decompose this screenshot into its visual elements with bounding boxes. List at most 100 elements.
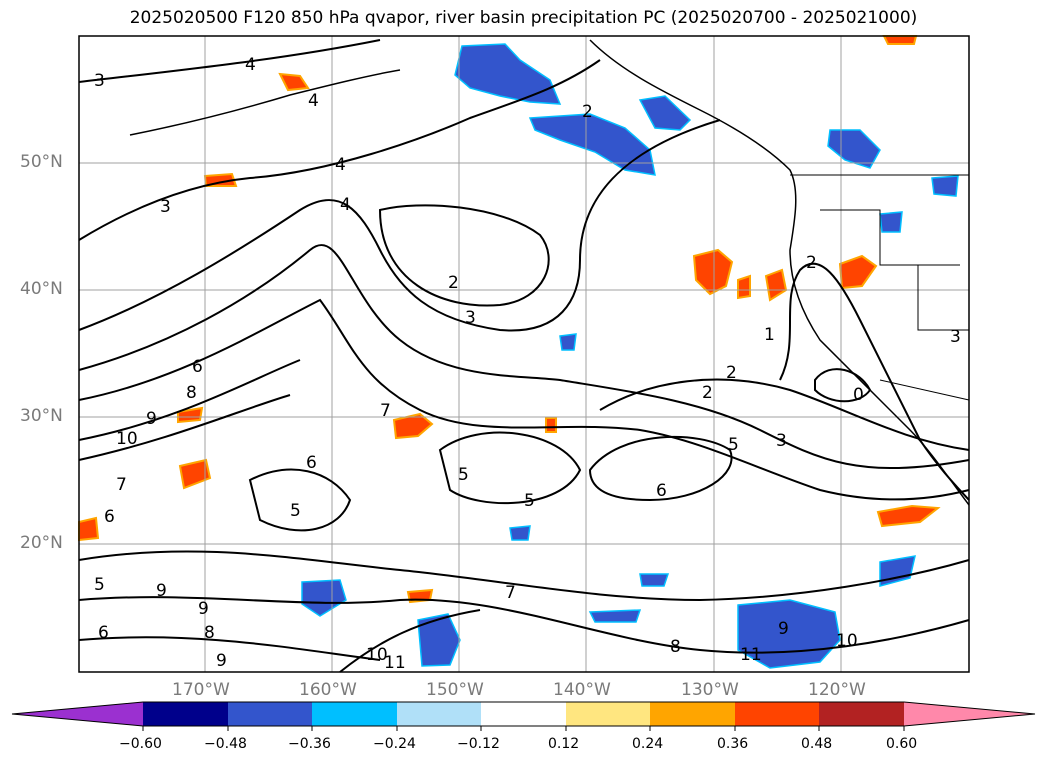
contour-label: 5 bbox=[458, 465, 469, 485]
contour-label: 2 bbox=[726, 363, 737, 383]
colorbar-segment bbox=[397, 702, 481, 726]
pos-region-central-1 bbox=[392, 412, 434, 440]
colorbar-tick-label: −0.24 bbox=[373, 736, 416, 752]
contour-label: 3 bbox=[160, 197, 171, 217]
contour-2-high bbox=[378, 204, 550, 307]
contour-label: 3 bbox=[465, 308, 476, 328]
contour-label: 10 bbox=[836, 631, 858, 651]
contour-9-south bbox=[78, 636, 381, 661]
qvapor-contours bbox=[78, 39, 970, 673]
contour-9 bbox=[78, 359, 301, 441]
contour-label: 10 bbox=[366, 645, 388, 665]
pos-region-bering bbox=[278, 72, 310, 92]
state-borders bbox=[820, 209, 960, 266]
map-title: 2025020500 F120 850 hPa qvapor, river ba… bbox=[129, 8, 918, 28]
contour-2-mid bbox=[78, 244, 970, 470]
lon-label-170w: 170°W bbox=[172, 680, 230, 700]
state-borders-2 bbox=[917, 265, 969, 331]
contour-label: 5 bbox=[524, 491, 535, 511]
contour-label: 8 bbox=[186, 383, 197, 403]
neg-region-hawaii-south bbox=[417, 613, 461, 667]
pos-region-west-1 bbox=[178, 458, 212, 490]
contour-label: 2 bbox=[806, 253, 817, 273]
neg-region-small-4 bbox=[879, 211, 903, 233]
lat-label-50n: 50°N bbox=[20, 152, 63, 172]
graticule bbox=[79, 36, 969, 672]
contour-10-south bbox=[339, 609, 481, 673]
lon-label-140w: 140°W bbox=[553, 680, 611, 700]
contour-3-east bbox=[599, 378, 970, 451]
pos-region-mexico bbox=[876, 504, 941, 528]
positive-anomaly-regions bbox=[78, 35, 941, 604]
contour-label: 9 bbox=[216, 651, 227, 671]
contour-label: 7 bbox=[505, 583, 516, 603]
contour-6-east bbox=[588, 435, 733, 502]
map-background bbox=[79, 36, 969, 672]
colorbar-extend-low bbox=[12, 702, 143, 726]
lon-label-130w: 130°W bbox=[681, 680, 739, 700]
contour-5-center bbox=[438, 431, 582, 505]
colorbar-segment bbox=[143, 702, 228, 726]
pos-region-dateline bbox=[78, 516, 100, 542]
colorbar-tick-label: 0.60 bbox=[886, 736, 918, 752]
colorbar-tick-label: 0.24 bbox=[632, 736, 664, 752]
lon-label-120w: 120°W bbox=[808, 680, 866, 700]
contour-label: 9 bbox=[156, 581, 167, 601]
colorbar-segment bbox=[819, 702, 904, 726]
contour-label: 10 bbox=[116, 429, 138, 449]
contour-label: 6 bbox=[192, 357, 203, 377]
contour-label: 6 bbox=[104, 507, 115, 527]
coastlines bbox=[129, 39, 970, 506]
contour-label: 11 bbox=[740, 645, 762, 665]
contour-label: 7 bbox=[380, 401, 391, 421]
contour-7-south bbox=[78, 550, 970, 602]
colorbar-tick-label: −0.60 bbox=[119, 736, 162, 752]
aleutian-islands bbox=[129, 69, 401, 136]
lat-label-30n: 30°N bbox=[20, 406, 63, 426]
us-mexico-border bbox=[879, 379, 970, 401]
neg-region-small-2 bbox=[639, 573, 670, 587]
contour-label: 6 bbox=[656, 481, 667, 501]
contour-label: 8 bbox=[204, 623, 215, 643]
contour-label: 4 bbox=[245, 55, 256, 75]
pos-region-small-c bbox=[545, 417, 557, 433]
colorbar-tick-label: −0.48 bbox=[204, 736, 247, 752]
neg-region-small-1 bbox=[588, 609, 642, 623]
contour-label: 3 bbox=[94, 71, 105, 91]
neg-region-bc-offshore bbox=[528, 113, 656, 176]
contour-label: 5 bbox=[94, 575, 105, 595]
contour-label: 2 bbox=[582, 102, 593, 122]
pos-region-canada-top bbox=[882, 35, 918, 45]
pos-region-sierra bbox=[838, 254, 878, 290]
contour-5-mid bbox=[78, 298, 970, 501]
contour-label: 6 bbox=[98, 623, 109, 643]
colorbar-segment bbox=[312, 702, 397, 726]
contour-label: 11 bbox=[384, 653, 406, 673]
neg-region-small-3 bbox=[931, 175, 959, 197]
contour-label: 5 bbox=[728, 435, 739, 455]
contour-label: 8 bbox=[670, 637, 681, 657]
colorbar-tick-label: 0.12 bbox=[548, 736, 580, 752]
lon-label-160w: 160°W bbox=[299, 680, 357, 700]
lon-label-150w: 150°W bbox=[426, 680, 484, 700]
lat-label-40n: 40°N bbox=[20, 279, 63, 299]
contour-label: 3 bbox=[776, 431, 787, 451]
contour-label: 0 bbox=[853, 385, 864, 405]
contour-3-north bbox=[78, 39, 381, 83]
contour-label: 1 bbox=[764, 325, 775, 345]
colorbar-tick-label: 0.48 bbox=[801, 736, 833, 752]
contour-label: 3 bbox=[950, 327, 961, 347]
colorbar-extend-high bbox=[904, 702, 1035, 726]
contour-10 bbox=[78, 394, 291, 461]
lat-label-20n: 20°N bbox=[20, 533, 63, 553]
colorbar-tick-label: −0.12 bbox=[457, 736, 500, 752]
contour-label: 9 bbox=[198, 599, 209, 619]
contour-label: 5 bbox=[290, 501, 301, 521]
contour-label: 2 bbox=[702, 383, 713, 403]
colorbar-segment bbox=[650, 702, 735, 726]
pos-region-west-2 bbox=[177, 406, 204, 424]
neg-region-gulf-alaska bbox=[454, 43, 562, 105]
contour-label: 4 bbox=[340, 195, 351, 215]
north-america-coast bbox=[589, 39, 970, 506]
